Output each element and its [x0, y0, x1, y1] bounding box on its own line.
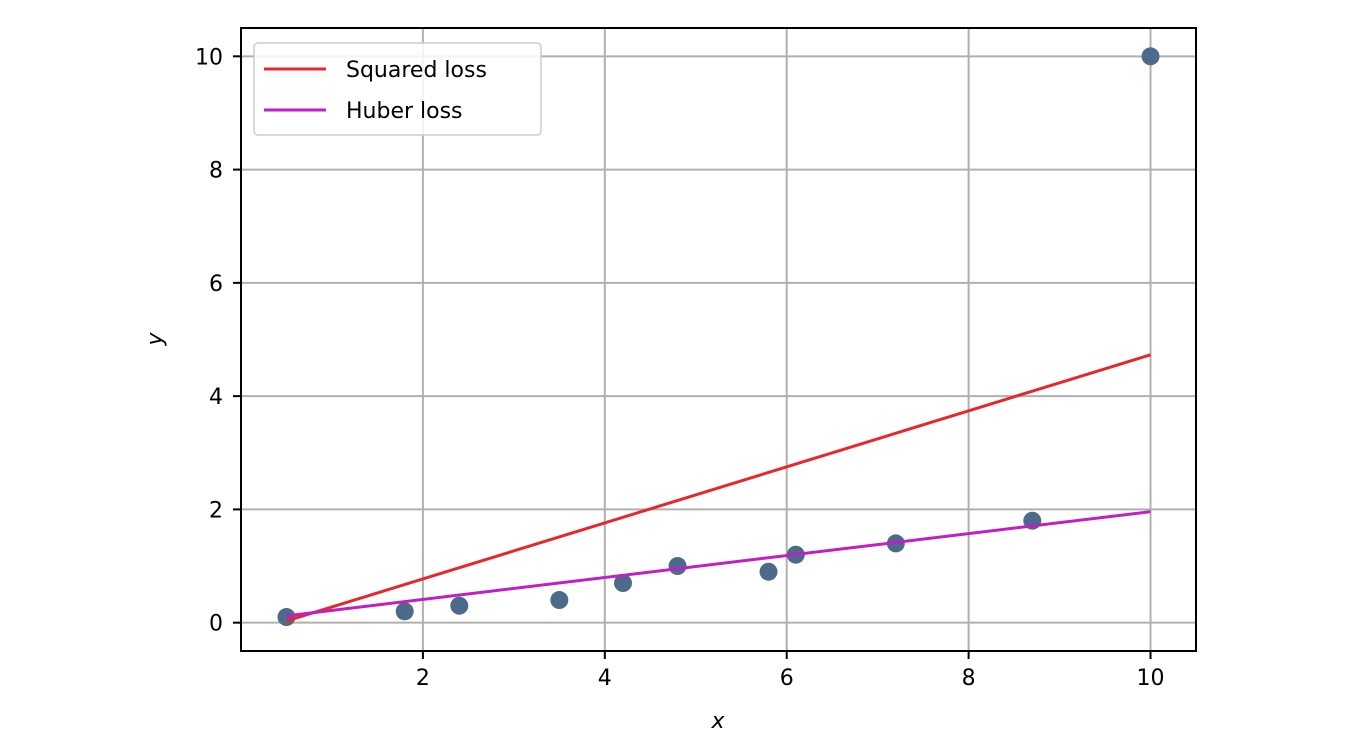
y-tick-label: 10: [195, 45, 223, 70]
x-tick-label: 2: [416, 666, 430, 691]
scatter-point: [395, 602, 414, 621]
x-tick-label: 4: [598, 666, 612, 691]
y-tick-label: 2: [209, 498, 223, 523]
scatter-point: [759, 562, 778, 581]
x-tick-label: 6: [780, 666, 794, 691]
y-tick-label: 6: [209, 272, 223, 297]
x-tick-label: 10: [1137, 666, 1165, 691]
x-tick-label: 8: [962, 666, 976, 691]
series-line-squared-loss: [286, 353, 1151, 623]
series-lines: [286, 353, 1151, 623]
scatter-point: [277, 608, 296, 627]
legend-label-squared-loss: Squared loss: [346, 58, 487, 83]
legend-label-huber-loss: Huber loss: [346, 99, 463, 124]
axis-ticks: 2 4 6 8 10 0 2 4 6 8 10: [195, 45, 1165, 691]
plot-frame: [240, 27, 1197, 652]
y-tick-label: 0: [209, 612, 223, 637]
scatter-point: [668, 557, 687, 576]
scatter-point: [614, 574, 632, 593]
scatter-point: [450, 596, 469, 615]
y-tick-label: 8: [209, 159, 223, 184]
legend: Squared loss Huber loss: [253, 42, 542, 136]
legend-box: [253, 42, 542, 136]
y-axis-label: y: [143, 332, 168, 347]
y-tick-label: 4: [209, 385, 223, 410]
scatter-point: [550, 591, 569, 610]
series-line-huber-loss: [286, 510, 1151, 618]
x-axis-label: x: [710, 709, 725, 734]
scatter-point: [1141, 47, 1160, 66]
